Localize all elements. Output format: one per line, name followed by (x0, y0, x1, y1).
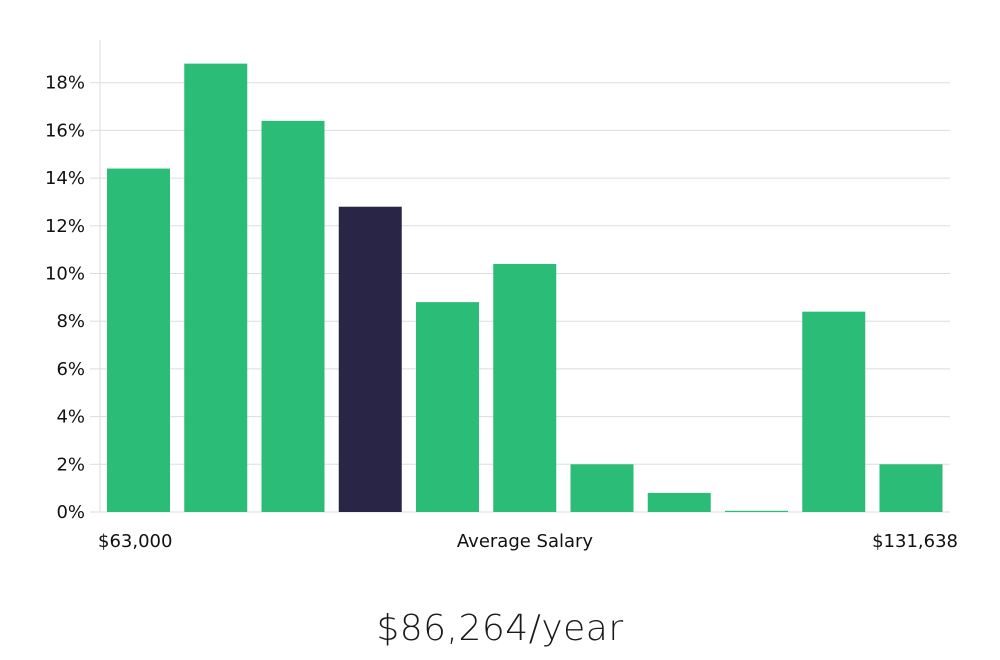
y-tick-label: 2% (56, 454, 85, 475)
bar (107, 168, 170, 512)
y-tick-label: 6% (56, 359, 85, 380)
y-tick-label: 12% (45, 216, 85, 237)
bar (184, 63, 248, 513)
average-salary-value: $86,264/year (376, 608, 624, 649)
y-tick-label: 10% (45, 264, 85, 285)
y-tick-label: 4% (56, 407, 85, 428)
x-min-label: $63,000 (98, 531, 172, 552)
bar (570, 464, 634, 512)
x-axis-label: Average Salary (457, 531, 594, 552)
bar (416, 302, 479, 512)
bar (493, 263, 557, 512)
bar (802, 311, 866, 512)
x-max-label: $131,638 (872, 531, 958, 552)
y-tick-label: 18% (45, 73, 85, 94)
bar (879, 464, 943, 512)
bar-highlighted (338, 206, 402, 512)
bar (725, 510, 788, 512)
y-tick-label: 8% (56, 311, 85, 332)
y-tick-label: 14% (45, 168, 85, 189)
bars (107, 63, 943, 513)
y-tick-label: 0% (56, 502, 85, 523)
y-tick-label: 16% (45, 120, 85, 141)
bar (647, 492, 711, 512)
bar (261, 120, 325, 513)
salary-distribution-chart: 0% 2% 4% 6% 8% 10% 12% 14% 16% 18% $63,000 Averag… (45, 40, 958, 552)
